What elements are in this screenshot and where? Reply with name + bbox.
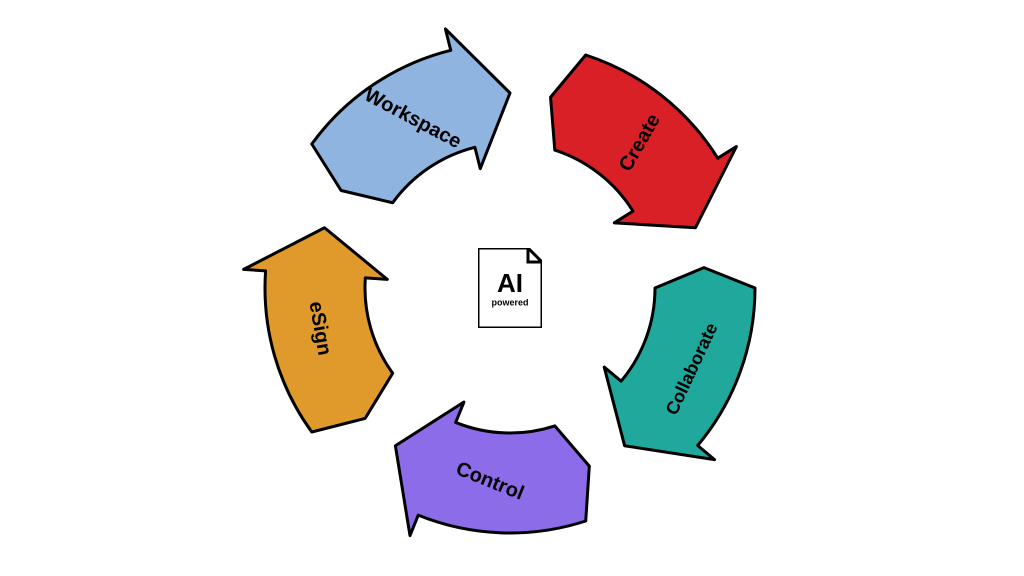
arrow-collaborate (604, 268, 755, 460)
center-ai-document-icon: AIpowered (478, 248, 542, 328)
center-title: AI (497, 268, 523, 298)
center-subtitle: powered (491, 298, 528, 308)
arrow-control (395, 402, 589, 536)
cycle-diagram: { "diagram": { "type": "circular-arrows"… (0, 0, 1024, 576)
